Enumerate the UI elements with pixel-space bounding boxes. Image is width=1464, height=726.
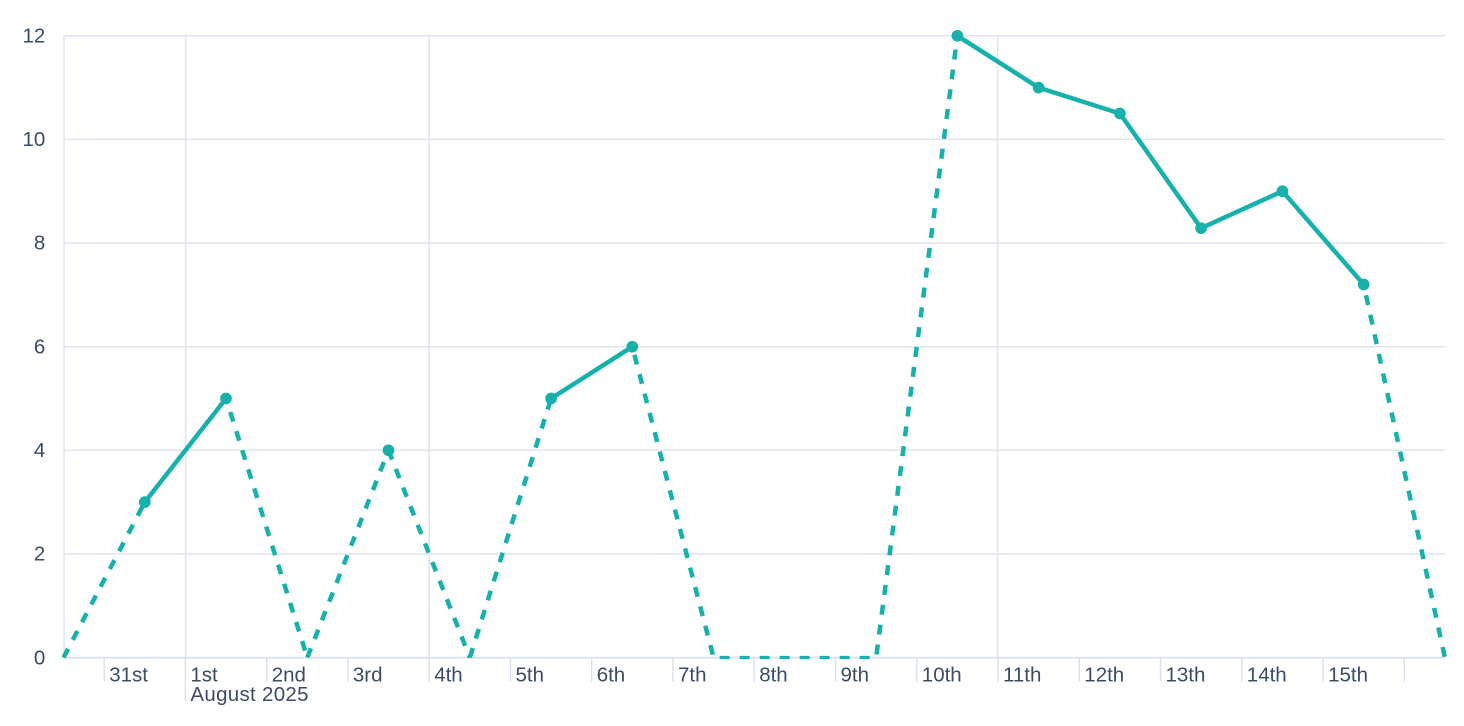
svg-text:5th: 5th — [516, 664, 545, 687]
svg-text:2nd: 2nd — [272, 664, 306, 687]
svg-text:4th: 4th — [434, 664, 463, 687]
svg-text:6: 6 — [34, 335, 45, 358]
svg-text:10: 10 — [22, 128, 45, 151]
svg-text:10th: 10th — [922, 664, 962, 687]
svg-text:8: 8 — [34, 232, 45, 255]
svg-text:12th: 12th — [1084, 664, 1124, 687]
svg-text:7th: 7th — [678, 664, 707, 687]
svg-text:4: 4 — [34, 439, 45, 462]
svg-text:2: 2 — [34, 543, 45, 566]
svg-text:6th: 6th — [597, 664, 626, 687]
svg-text:31st: 31st — [109, 664, 148, 687]
svg-text:13th: 13th — [1166, 664, 1206, 687]
svg-text:9th: 9th — [841, 664, 870, 687]
svg-text:14th: 14th — [1247, 664, 1287, 687]
svg-text:3rd: 3rd — [353, 664, 383, 687]
svg-text:12: 12 — [22, 25, 45, 48]
svg-text:August 2025: August 2025 — [190, 683, 308, 706]
svg-text:1st: 1st — [190, 664, 218, 687]
svg-text:11th: 11th — [1003, 664, 1041, 687]
svg-text:0: 0 — [34, 646, 45, 669]
svg-text:15th: 15th — [1328, 664, 1368, 687]
svg-text:8th: 8th — [759, 664, 788, 687]
